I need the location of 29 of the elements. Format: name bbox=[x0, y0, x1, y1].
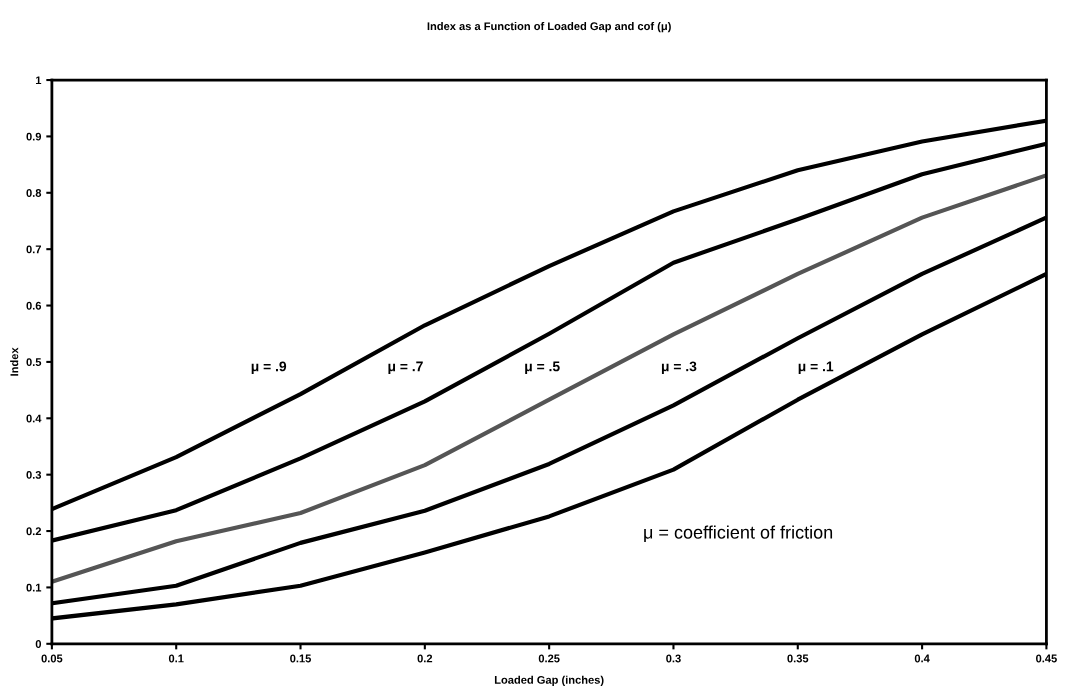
chart-title: Index as a Function of Loaded Gap and cof (μ) bbox=[427, 21, 671, 33]
y-tick-label: 0.4 bbox=[26, 414, 42, 423]
x-tick-label: 0.15 bbox=[290, 654, 312, 663]
annotation: μ = .9 bbox=[251, 361, 287, 374]
y-tick-label: 0.5 bbox=[26, 358, 42, 367]
y-tick-label: 1 bbox=[35, 76, 42, 85]
annotation: μ = .7 bbox=[388, 361, 423, 374]
x-tick-label: 0.05 bbox=[41, 654, 63, 663]
annotation: μ = .1 bbox=[798, 361, 834, 374]
x-tick-label: 0.4 bbox=[914, 654, 930, 663]
y-tick-label: 0.3 bbox=[26, 470, 42, 479]
x-axis-title: Loaded Gap (inches) bbox=[494, 675, 604, 687]
y-tick-label: 0.9 bbox=[26, 132, 42, 141]
x-tick-label: 0.35 bbox=[787, 654, 809, 663]
y-tick-label: 0.1 bbox=[26, 583, 42, 592]
y-tick-label: 0.2 bbox=[26, 527, 42, 536]
annotation: μ = coefficient of friction bbox=[644, 525, 833, 542]
x-tick-label: 0.25 bbox=[538, 654, 560, 663]
y-tick-label: 0.6 bbox=[26, 301, 42, 310]
y-tick-label: 0 bbox=[35, 640, 42, 648]
y-axis-title: Index bbox=[10, 347, 19, 376]
y-tick-label: 0.7 bbox=[26, 245, 41, 254]
x-tick-label: 0.45 bbox=[1036, 654, 1057, 663]
annotation: μ = .3 bbox=[661, 361, 697, 374]
x-tick-label: 0.1 bbox=[168, 654, 184, 663]
x-tick-label: 0.2 bbox=[417, 654, 433, 663]
x-tick-label: 0.3 bbox=[666, 654, 681, 663]
y-tick-label: 0.8 bbox=[26, 189, 42, 197]
annotation: μ = .5 bbox=[525, 361, 560, 374]
